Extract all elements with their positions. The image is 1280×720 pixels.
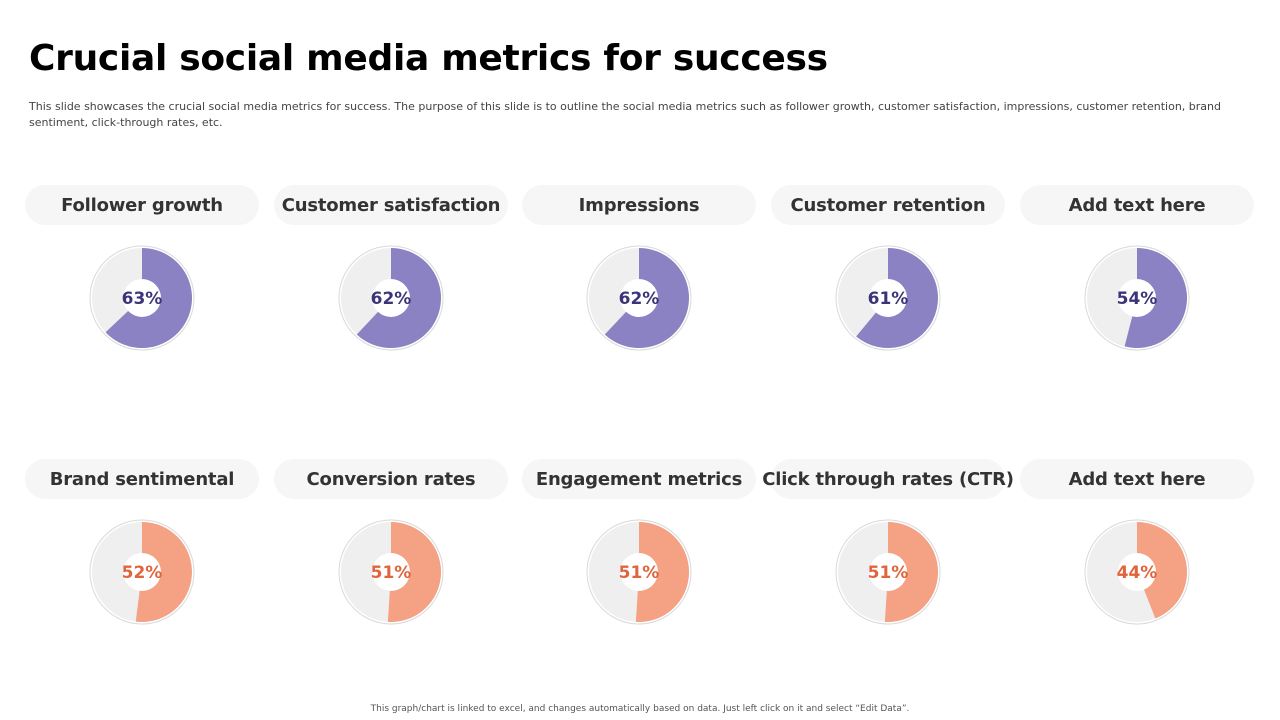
donut-chart: 52% [89,519,195,625]
donut-value-label: 44% [1117,563,1158,583]
metric-title: Brand sentimental [25,459,259,499]
donut-value-label: 52% [122,563,163,583]
metric-card: Customer retention 61% [771,185,1005,385]
donut-chart: 61% [835,245,941,351]
donut-hole [620,553,658,591]
donut-hole [372,279,410,317]
donut-value-label: 51% [371,563,412,583]
metric-card: Follower growth 63% [25,185,259,385]
metric-card: Click through rates (CTR) 51% [762,459,1014,659]
metric-card: Engagement metrics 51% [522,459,756,659]
donut-slice [387,522,442,622]
donut-value-label: 51% [619,563,660,583]
donut-chart: 62% [586,245,692,351]
metric-title: Engagement metrics [522,459,756,499]
donut-slice [1137,522,1188,619]
metric-title: Add text here [1020,459,1254,499]
donut-slice [884,522,939,622]
donut-value-label: 62% [619,289,660,309]
donut-value-label: 54% [1117,289,1158,309]
donut-hole [620,279,658,317]
slide-description: This slide showcases the crucial social … [29,100,1221,129]
donut-hole [869,553,907,591]
metric-card: Conversion rates 51% [274,459,508,659]
metric-card: Add text here 44% [1020,459,1254,659]
metric-title: Customer satisfaction [274,185,508,225]
donut-chart: 62% [338,245,444,351]
donut-chart: 51% [338,519,444,625]
donut-hole [1118,279,1156,317]
metric-title: Add text here [1020,185,1254,225]
donut-hole [1118,553,1156,591]
footer-note: This graph/chart is linked to excel, and… [370,704,910,714]
donut-chart: 63% [89,245,195,351]
donut-hole [123,553,161,591]
donut-hole [869,279,907,317]
metric-card: Impressions 62% [522,185,756,385]
donut-value-label: 63% [122,289,163,309]
donut-chart: 44% [1084,519,1190,625]
donut-slice [635,522,690,622]
donut-value-label: 62% [371,289,412,309]
donut-hole [372,553,410,591]
slide-title: Crucial social media metrics for success [29,38,828,79]
metric-card: Customer satisfaction 62% [274,185,508,385]
metric-card: Add text here 54% [1020,185,1254,385]
metric-title: Conversion rates [274,459,508,499]
metric-title: Customer retention [771,185,1005,225]
metric-title: Impressions [522,185,756,225]
donut-chart: 51% [835,519,941,625]
donut-value-label: 51% [868,563,909,583]
donut-chart: 54% [1084,245,1190,351]
metric-card: Brand sentimental 52% [25,459,259,659]
donut-value-label: 61% [868,289,909,309]
metric-title: Follower growth [25,185,259,225]
metric-title: Click through rates (CTR) [762,459,1014,499]
donut-hole [123,279,161,317]
donut-slice [135,522,192,622]
donut-chart: 51% [586,519,692,625]
